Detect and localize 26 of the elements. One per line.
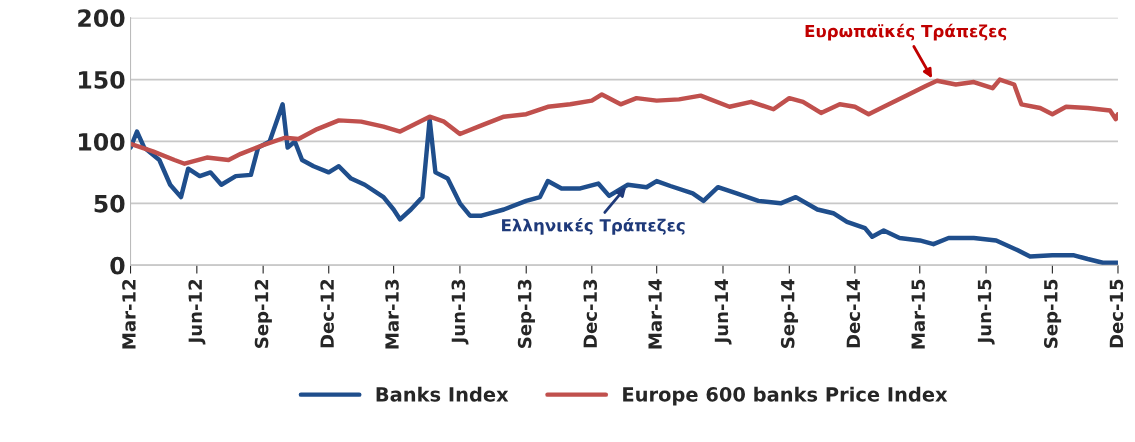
x-tick-label: Dec-15 [1109, 279, 1124, 348]
x-tick-label: Sep-13 [517, 279, 535, 348]
x-tick-label: Jun-14 [714, 279, 732, 345]
x-tick-label: Dec-14 [846, 279, 861, 348]
x-tick-label: Mar-12 [122, 279, 136, 349]
y-tick-label: 50 [94, 194, 125, 213]
x-tick-label: Dec-12 [320, 279, 334, 348]
x-tick-label: Jun-15 [977, 279, 995, 345]
y-tick-label: 0 [110, 256, 125, 275]
x-tick-label: Sep-15 [1043, 279, 1062, 348]
legend-label: Europe 600 banks Price Index [623, 386, 948, 406]
x-tick-label: Mar-13 [385, 279, 399, 349]
y-tick-label: 150 [79, 71, 125, 89]
y-tick-label: 200 [78, 9, 125, 27]
x-tick-label: Sep-14 [780, 279, 799, 348]
annotation: Ευρωπαϊκές Τράπεζες [805, 23, 1007, 41]
y-tick-label: 100 [79, 132, 125, 151]
x-tick-label: Sep-12 [254, 279, 272, 348]
x-tick-label: Mar-14 [648, 279, 662, 349]
x-tick-label: Jun-12 [188, 279, 206, 345]
annotation: Ελληνικές Τράπεζες [502, 218, 685, 235]
legend-label: Banks Index [376, 386, 509, 402]
line-series [130, 77, 1118, 166]
x-tick-label: Mar-15 [911, 279, 925, 349]
x-tick-label: Jun-13 [451, 279, 469, 345]
x-tick-label: Dec-13 [583, 279, 598, 348]
